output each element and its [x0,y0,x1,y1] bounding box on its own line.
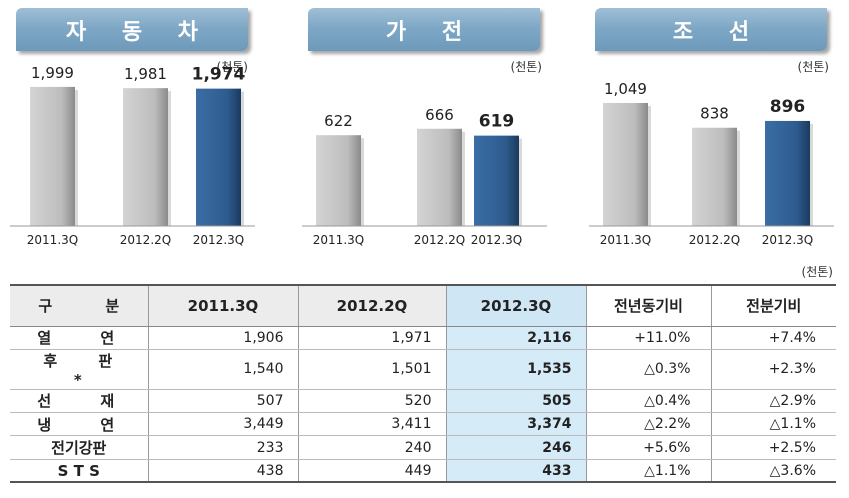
data-label: 1,999 [31,64,74,82]
tick-label: 2011.3Q [600,233,651,247]
header-2012-2q: 2012.2Q [297,284,446,327]
bar-2012-2q [692,127,737,226]
value-2012-3q: 246 [445,435,586,460]
bar-chart-appliance: 622 2011.3Q 666 2012.2Q 619 2012.3Q [302,106,547,247]
table-row: S T S 438 449 433 △1.1% △3.6% [10,459,836,484]
value-2012-2q: 449 [297,459,446,484]
value-2012-3q: 2,116 [445,326,586,350]
data-label: 619 [479,112,515,132]
value-2012-2q: 240 [297,435,446,460]
header-qoq: 전분기비 [710,284,836,327]
table-row: 전기강판 233 240 246 +5.6% +2.5% [10,435,836,460]
data-label: 896 [770,97,806,117]
value-2012-2q: 520 [297,389,446,414]
value-yoy: △0.4% [585,389,711,414]
value-qoq: △1.1% [710,412,836,437]
chart-panel-shipbuilding: 조 선 (천톤) 1,049 2011.3Q 838 2012.2Q 896 2012.3… [579,0,841,260]
row-label: 후 판* [10,349,148,390]
value-qoq: △3.6% [710,459,836,484]
bar-2012-2q [417,128,462,226]
value-2012-3q: 3,374 [445,412,586,437]
tick-label: 2011.3Q [313,233,364,247]
bar-2011-3q [30,86,75,226]
data-label: 1,974 [192,65,246,85]
row-label: S T S [10,459,148,484]
value-qoq: +2.3% [710,349,836,390]
bar-chart-automotive: 1,999 2011.3Q 1,981 2012.2Q 1,974 2012.3Q [10,64,255,247]
tick-label: 2012.3Q [762,233,813,247]
row-label: 열 연 [10,326,148,350]
chart-title: 자 동 차 [16,8,248,51]
value-yoy: △2.2% [585,412,711,437]
tick-label: 2012.2Q [414,233,465,247]
data-label: 666 [425,106,454,124]
chart-unit: (천톤) [797,60,829,74]
value-yoy: △1.1% [585,459,711,484]
value-2011-3q: 1,540 [147,349,298,390]
chart-title: 가 전 [308,8,540,51]
value-qoq: +7.4% [710,326,836,350]
value-2012-2q: 3,411 [297,412,446,437]
bar-chart-shipbuilding: 1,049 2011.3Q 838 2012.2Q 896 2012.3Q [589,80,834,247]
bar-2011-3q [603,102,648,226]
row-label: 전기강판 [10,435,148,460]
table-row: 냉 연 3,449 3,411 3,374 △2.2% △1.1% [10,412,836,437]
tick-label: 2012.3Q [193,233,244,247]
chart-title: 조 선 [595,8,827,51]
header-yoy: 전년동기비 [585,284,711,327]
value-yoy: +5.6% [585,435,711,460]
value-2012-3q: 433 [445,459,586,484]
value-qoq: △2.9% [710,389,836,414]
value-2011-3q: 233 [147,435,298,460]
row-label: 냉 연 [10,412,148,437]
chart-unit: (천톤) [510,60,542,74]
table-row: 선 재 507 520 505 △0.4% △2.9% [10,389,836,414]
bar-2012-2q [123,88,168,226]
table-row: 후 판* 1,540 1,501 1,535 △0.3% +2.3% [10,349,836,390]
value-2012-3q: 1,535 [445,349,586,390]
bar-2012-3q [196,88,241,226]
value-2012-2q: 1,971 [297,326,446,350]
data-label: 1,049 [604,80,647,98]
tick-label: 2011.3Q [27,233,78,247]
bar-2012-3q [765,120,810,226]
table-unit: (천톤) [801,265,833,279]
data-label: 1,981 [124,65,167,83]
value-2011-3q: 3,449 [147,412,298,437]
header-category: 구 분 [10,284,148,327]
table-header-row: 구 분 2011.3Q 2012.2Q 2012.3Q 전년동기비 전분기비 [10,284,836,327]
value-yoy: +11.0% [585,326,711,350]
value-2011-3q: 507 [147,389,298,414]
tick-label: 2012.2Q [120,233,171,247]
tick-label: 2012.2Q [689,233,740,247]
value-2011-3q: 1,906 [147,326,298,350]
value-2012-2q: 1,501 [297,349,446,390]
tick-label: 2012.3Q [471,233,522,247]
value-yoy: △0.3% [585,349,711,390]
header-2012-3q: 2012.3Q [445,284,586,327]
value-2012-3q: 505 [445,389,586,414]
chart-panel-automotive: 자 동 차 (천톤) 1,999 2011.3Q 1,981 2012.2Q 1,974… [0,0,262,260]
row-label: 선 재 [10,389,148,414]
bar-2011-3q [316,135,361,226]
chart-unit: (천톤) [216,60,248,74]
value-qoq: +2.5% [710,435,836,460]
sales-table: 구 분 2011.3Q 2012.2Q 2012.3Q 전년동기비 전분기비 열… [10,284,836,484]
chart-panel-appliance: 가 전 (천톤) 622 2011.3Q 666 2012.2Q 619 2012.3Q [292,0,554,260]
bar-2012-3q [474,135,519,226]
header-2011-3q: 2011.3Q [147,284,298,327]
value-2011-3q: 438 [147,459,298,484]
data-label: 622 [324,112,353,130]
data-label: 838 [700,105,729,123]
table-row: 열 연 1,906 1,971 2,116 +11.0% +7.4% [10,326,836,350]
